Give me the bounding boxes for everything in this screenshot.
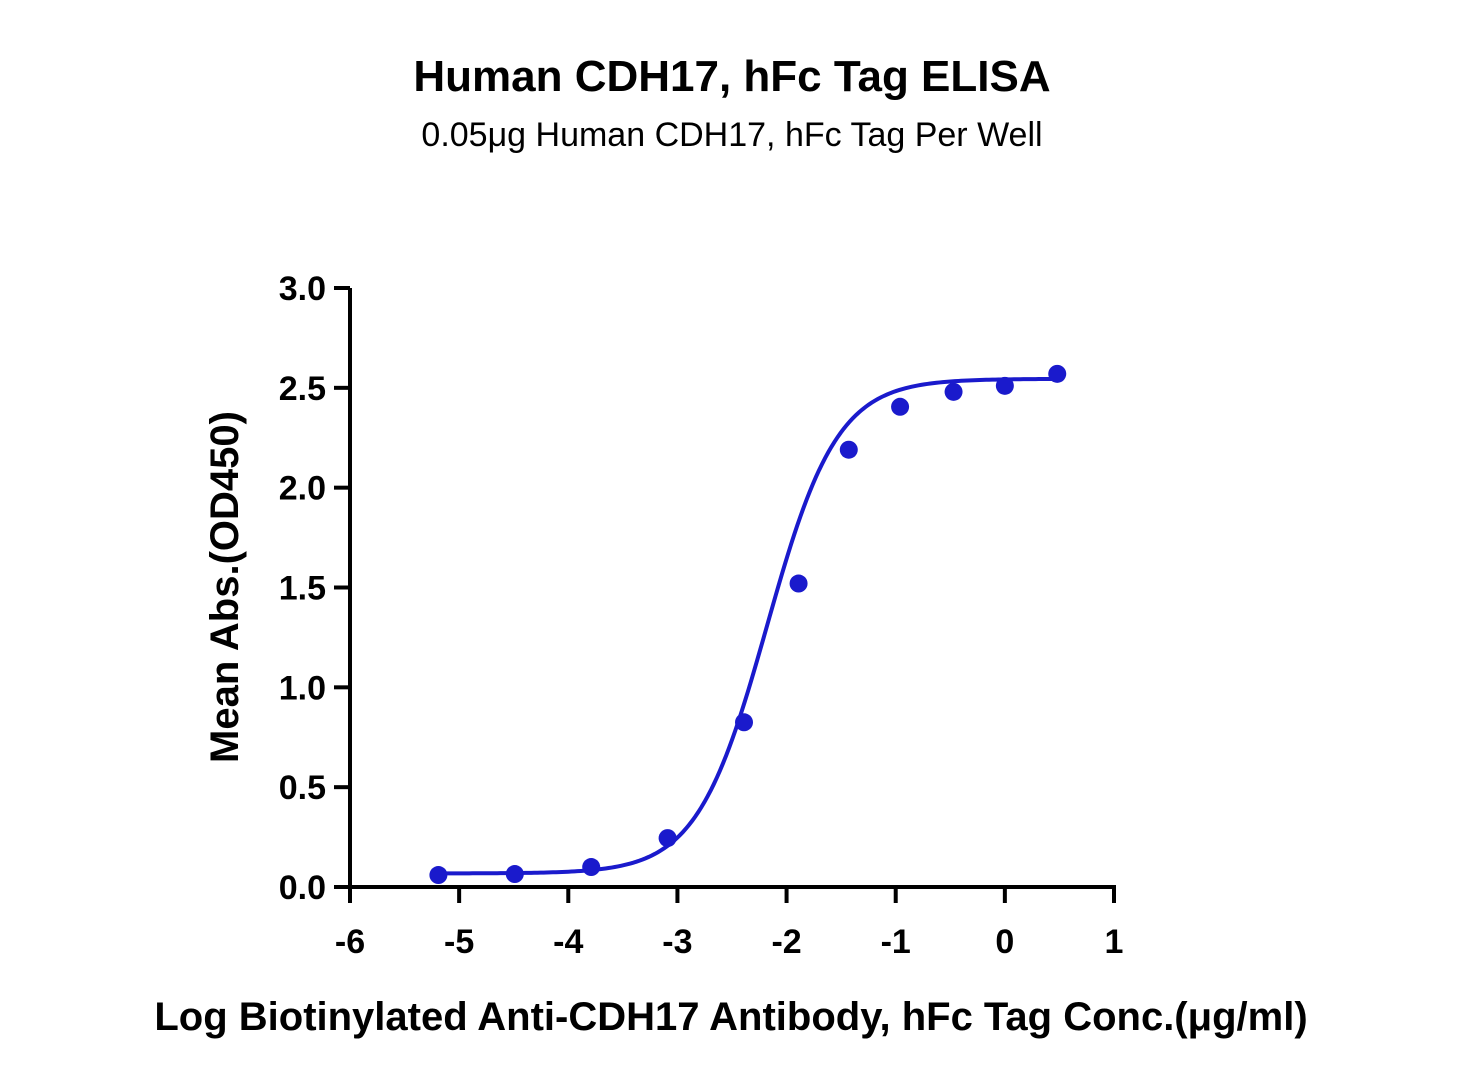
x-tick-label: -3 bbox=[662, 923, 692, 961]
data-point bbox=[891, 397, 910, 416]
data-point bbox=[505, 865, 524, 884]
y-tick-label: 2.0 bbox=[279, 470, 326, 508]
data-point bbox=[995, 376, 1014, 395]
data-point bbox=[735, 713, 754, 732]
data-point bbox=[839, 440, 858, 459]
y-axis-ticks: 0.0 0.5 1.0 1.5 2.0 2.5 3.0 bbox=[279, 270, 350, 907]
x-tick-label: -2 bbox=[771, 923, 801, 961]
y-tick-label: 0.5 bbox=[279, 769, 326, 807]
data-point bbox=[1048, 364, 1067, 383]
chart-subtitle: 0.05μg Human CDH17, hFc Tag Per Well bbox=[421, 116, 1043, 154]
y-tick-label: 3.0 bbox=[279, 270, 326, 308]
y-tick-label: 1.5 bbox=[279, 570, 326, 608]
y-tick-label: 2.5 bbox=[279, 370, 326, 408]
x-axis-title: Log Biotinylated Anti-CDH17 Antibody, hF… bbox=[154, 995, 1307, 1039]
x-tick-label: -6 bbox=[335, 923, 365, 961]
fit-curve bbox=[438, 376, 1058, 876]
data-points bbox=[429, 364, 1067, 885]
data-point bbox=[789, 574, 808, 593]
data-point bbox=[582, 858, 601, 877]
chart-title: Human CDH17, hFc Tag ELISA bbox=[413, 52, 1051, 101]
y-tick-label: 1.0 bbox=[279, 669, 326, 707]
x-tick-label: 0 bbox=[995, 923, 1014, 961]
y-axis-title: Mean Abs.(OD450) bbox=[203, 411, 247, 763]
data-point bbox=[429, 866, 448, 885]
x-axis-ticks: -6 -5 -4 -3 -2 -1 0 1 bbox=[335, 887, 1124, 961]
data-point bbox=[658, 829, 677, 848]
data-point bbox=[944, 382, 963, 401]
x-tick-label: -4 bbox=[553, 923, 583, 961]
x-tick-label: 1 bbox=[1105, 923, 1124, 961]
x-tick-label: -5 bbox=[444, 923, 474, 961]
y-tick-label: 0.0 bbox=[279, 869, 326, 907]
x-tick-label: -1 bbox=[881, 923, 911, 961]
